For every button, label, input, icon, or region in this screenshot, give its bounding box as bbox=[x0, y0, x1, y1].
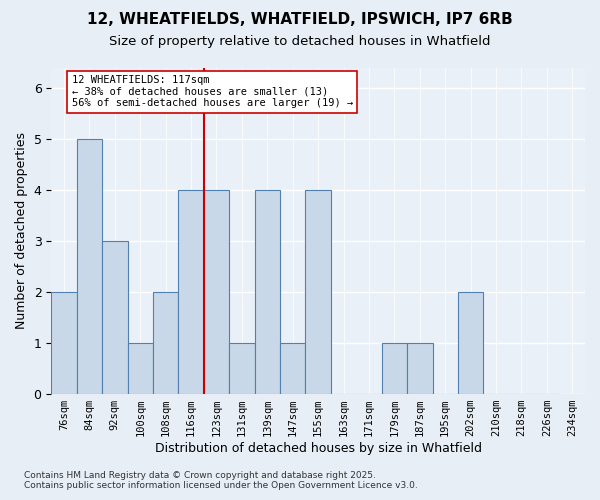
Text: 12, WHEATFIELDS, WHATFIELD, IPSWICH, IP7 6RB: 12, WHEATFIELDS, WHATFIELD, IPSWICH, IP7… bbox=[87, 12, 513, 28]
Bar bbox=[407, 343, 433, 394]
Bar bbox=[51, 292, 77, 394]
Bar bbox=[254, 190, 280, 394]
Bar bbox=[178, 190, 204, 394]
Bar bbox=[128, 343, 153, 394]
Bar bbox=[102, 241, 128, 394]
Bar bbox=[305, 190, 331, 394]
Y-axis label: Number of detached properties: Number of detached properties bbox=[15, 132, 28, 330]
Text: Size of property relative to detached houses in Whatfield: Size of property relative to detached ho… bbox=[109, 35, 491, 48]
Bar bbox=[204, 190, 229, 394]
Bar bbox=[382, 343, 407, 394]
Bar bbox=[458, 292, 484, 394]
Bar bbox=[153, 292, 178, 394]
Bar bbox=[229, 343, 254, 394]
Text: 12 WHEATFIELDS: 117sqm
← 38% of detached houses are smaller (13)
56% of semi-det: 12 WHEATFIELDS: 117sqm ← 38% of detached… bbox=[71, 75, 353, 108]
Bar bbox=[280, 343, 305, 394]
Bar bbox=[77, 139, 102, 394]
Text: Contains HM Land Registry data © Crown copyright and database right 2025.
Contai: Contains HM Land Registry data © Crown c… bbox=[24, 470, 418, 490]
X-axis label: Distribution of detached houses by size in Whatfield: Distribution of detached houses by size … bbox=[155, 442, 482, 455]
